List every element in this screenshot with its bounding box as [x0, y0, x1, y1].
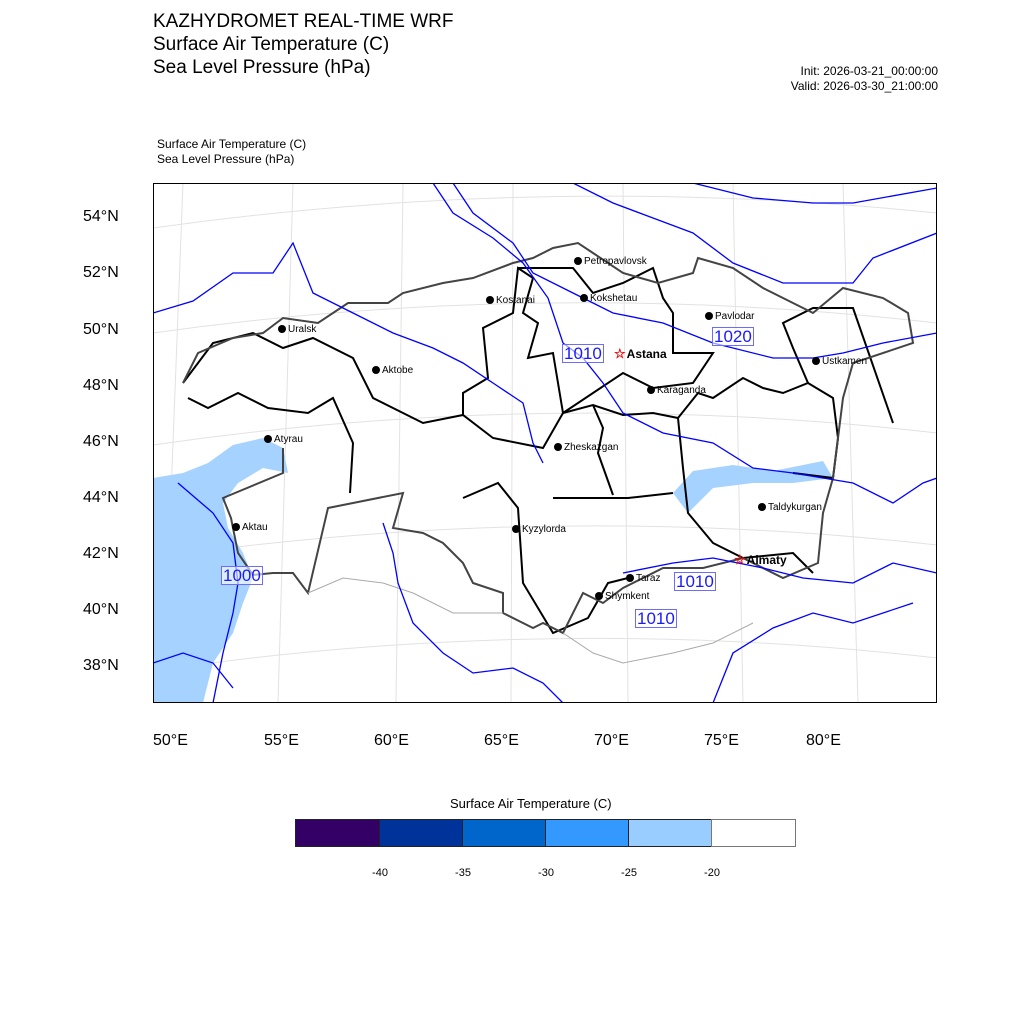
city-dot-icon: [574, 257, 582, 266]
colorbar-tick: -20: [704, 867, 720, 879]
city-dot-icon: [595, 592, 603, 601]
city-marker: Karaganda: [647, 385, 706, 396]
city-label: Aktobe: [382, 365, 414, 376]
city-marker: Kostanai: [486, 295, 535, 306]
city-label: Taldykurgan: [768, 502, 822, 513]
city-marker: Zheskazgan: [554, 442, 619, 453]
contour-label: 1010: [635, 609, 677, 628]
colorbar-swatch: [462, 819, 546, 847]
main-title: KAZHYDROMET REAL-TIME WRF: [153, 11, 454, 32]
city-marker: Petropavlovsk: [574, 256, 647, 267]
city-dot-icon: [486, 296, 494, 305]
colorbar-tick: -25: [621, 867, 637, 879]
city-dot-icon: [705, 312, 713, 321]
city-label: Kokshetau: [590, 293, 638, 304]
star-icon: ☆: [614, 346, 626, 361]
city-dot-icon: [278, 325, 286, 334]
country-border: [182, 241, 915, 635]
city-dot-icon: [372, 366, 380, 375]
city-marker: Taldykurgan: [758, 502, 822, 513]
city-label: Kostanai: [496, 295, 535, 306]
city-label: Ustkamen: [822, 356, 868, 367]
city-marker: Kokshetau: [580, 293, 638, 304]
city-dot-icon: [512, 525, 520, 534]
lon-tick: 50°E: [153, 732, 188, 749]
colorbar-tick: -30: [538, 867, 554, 879]
capital-marker: ☆Almaty: [734, 553, 787, 567]
colorbar-swatch: [628, 819, 712, 847]
city-dot-icon: [264, 435, 272, 444]
city-label: Petropavlovsk: [584, 256, 647, 267]
contour-label: 1000: [221, 566, 263, 585]
contour-label: 1010: [562, 344, 604, 363]
city-label: Kyzylorda: [522, 524, 566, 535]
title-temperature: Surface Air Temperature (C): [153, 34, 390, 55]
lat-tick: 54°N: [83, 208, 119, 225]
city-label: Pavlodar: [715, 311, 755, 322]
city-dot-icon: [812, 357, 820, 366]
colorbar-swatch: [295, 819, 380, 847]
contour-label: 1020: [712, 327, 754, 346]
colorbar-title: Surface Air Temperature (C): [450, 796, 612, 811]
map-frame: [153, 183, 937, 703]
lat-tick: 48°N: [83, 377, 119, 394]
city-label: Almaty: [746, 553, 787, 567]
city-marker: Aktobe: [372, 365, 414, 376]
city-dot-icon: [554, 443, 562, 452]
map-canvas: [153, 183, 937, 703]
city-label: Aktau: [242, 522, 268, 533]
colorbar-swatch: [545, 819, 629, 847]
colorbar-tick: -35: [455, 867, 471, 879]
city-dot-icon: [758, 503, 766, 512]
city-marker: Ustkamen: [812, 356, 868, 367]
title-pressure: Sea Level Pressure (hPa): [153, 57, 371, 78]
city-label: Karaganda: [657, 385, 706, 396]
lon-tick: 60°E: [374, 732, 409, 749]
oblast-borders: [182, 266, 894, 635]
subtitle-pressure: Sea Level Pressure (hPa): [157, 152, 295, 166]
city-marker: Taraz: [626, 573, 661, 584]
city-label: Zheskazgan: [564, 442, 619, 453]
colorbar-swatch: [379, 819, 463, 847]
city-label: Uralsk: [288, 324, 317, 335]
lat-tick: 46°N: [83, 433, 119, 450]
neighbor-borders: [307, 577, 754, 664]
lat-tick: 50°N: [83, 321, 119, 338]
lat-tick: 38°N: [83, 657, 119, 674]
capital-marker: ☆Astana: [614, 347, 667, 361]
city-label: Taraz: [636, 573, 661, 584]
city-dot-icon: [580, 294, 588, 303]
lat-tick: 42°N: [83, 545, 119, 562]
lat-tick: 52°N: [83, 264, 119, 281]
lon-tick: 55°E: [264, 732, 299, 749]
city-marker: Shymkent: [595, 591, 650, 602]
city-label: Shymkent: [605, 591, 650, 602]
city-marker: Kyzylorda: [512, 524, 566, 535]
lon-tick: 75°E: [704, 732, 739, 749]
subtitle-temperature: Surface Air Temperature (C): [157, 137, 307, 151]
colorbar-swatch: [711, 819, 796, 847]
city-dot-icon: [647, 386, 655, 395]
city-marker: Uralsk: [278, 324, 317, 335]
init-time: Init: 2026-03-21_00:00:00: [800, 64, 938, 78]
contour-label: 1010: [674, 572, 716, 591]
city-marker: Atyrau: [264, 434, 303, 445]
lat-tick: 44°N: [83, 489, 119, 506]
lat-tick: 40°N: [83, 601, 119, 618]
caspian-sea: [153, 438, 288, 703]
star-icon: ☆: [734, 552, 746, 567]
valid-time: Valid: 2026-03-30_21:00:00: [790, 79, 938, 93]
city-marker: Aktau: [232, 522, 268, 533]
city-dot-icon: [232, 523, 240, 532]
city-label: Atyrau: [274, 434, 303, 445]
isobars: [153, 183, 937, 703]
city-marker: Pavlodar: [705, 311, 755, 322]
lon-tick: 65°E: [484, 732, 519, 749]
city-label: Astana: [626, 347, 667, 361]
colorbar-tick: -40: [372, 867, 388, 879]
lon-tick: 80°E: [806, 732, 841, 749]
city-dot-icon: [626, 574, 634, 583]
lon-tick: 70°E: [594, 732, 629, 749]
